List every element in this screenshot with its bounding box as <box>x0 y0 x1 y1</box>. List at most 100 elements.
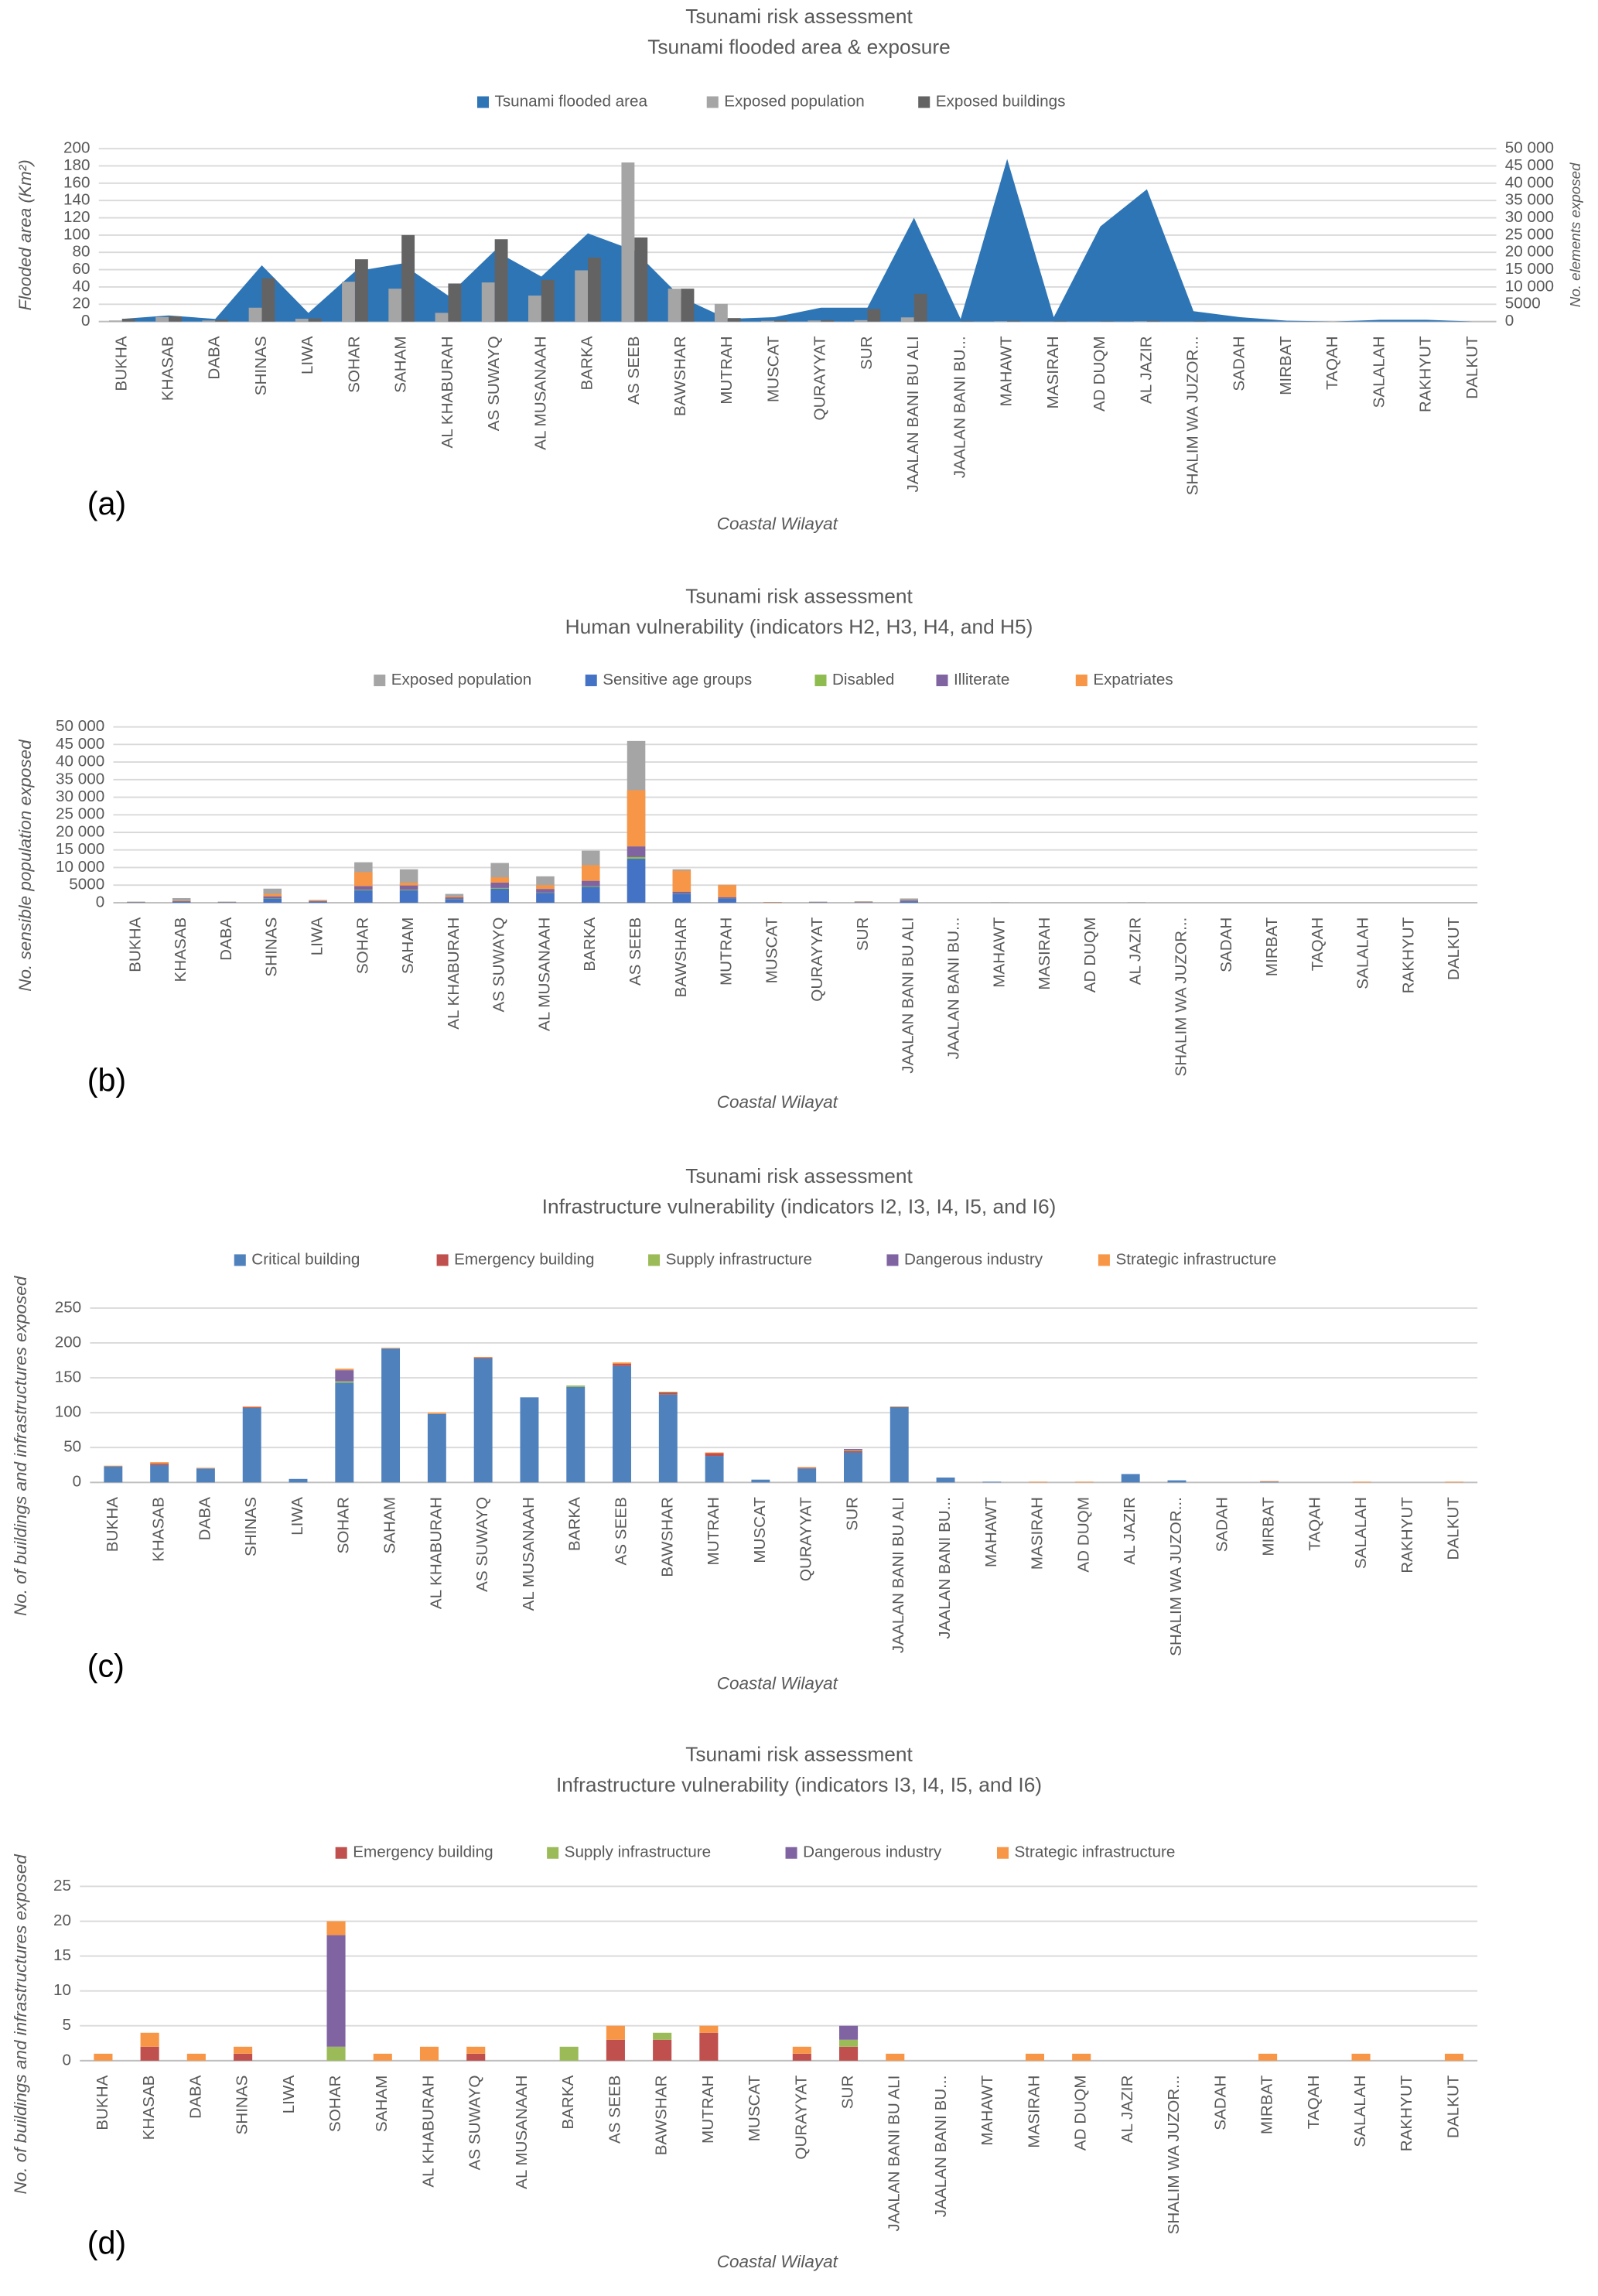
bar-segment <box>606 2026 625 2040</box>
bar <box>249 308 262 322</box>
x-tick-label: MUTRAH <box>718 336 736 404</box>
bar-segment <box>797 1468 816 1482</box>
tick-label: 25 <box>53 1877 71 1895</box>
tick-label: 20 <box>53 1912 71 1929</box>
x-tick-label: LIWA <box>308 917 326 955</box>
tick-label: 50 000 <box>56 717 104 735</box>
bar <box>448 283 461 321</box>
bar-segment <box>582 865 600 880</box>
bar <box>401 235 415 322</box>
bar <box>621 162 634 322</box>
y-axis-title: No. of buildings and infrastructures exp… <box>11 1854 30 2195</box>
x-tick-label: TAQAH <box>1309 917 1327 972</box>
bar-segment <box>1445 2054 1463 2061</box>
bar-segment <box>839 2047 858 2061</box>
x-tick-label: QURAYYAT <box>808 917 826 1001</box>
bar-segment <box>400 886 418 890</box>
bar <box>169 316 182 322</box>
bar <box>355 259 368 321</box>
x-tick-label: AD DUQM <box>1072 2076 1090 2151</box>
x-tick-label: QURAYYAT <box>797 1497 815 1581</box>
bar-segment <box>104 1466 122 1467</box>
x-tick-label: SHALIM WA JUZOR... <box>1167 1497 1185 1656</box>
tick-label: 20 000 <box>1505 243 1554 261</box>
x-tick-label: TAQAH <box>1306 1497 1323 1551</box>
x-tick-label: AL KHABURAH <box>445 917 463 1030</box>
bar <box>761 321 774 322</box>
x-tick-label: LIWA <box>289 1497 306 1536</box>
x-tick-label: AS SEEB <box>627 917 644 986</box>
x-tick-label: KHASAB <box>140 2076 158 2141</box>
legend-swatch <box>936 675 948 686</box>
bar-segment <box>627 846 646 857</box>
panel-label: (a) <box>87 486 127 521</box>
tick-label: 15 <box>53 1946 71 1964</box>
x-tick-label: SUR <box>854 917 872 952</box>
x-tick-label: SUR <box>838 2076 856 2110</box>
bar-segment <box>474 1358 493 1482</box>
legend-label: Strategic infrastructure <box>1015 1843 1176 1861</box>
bar <box>295 319 309 322</box>
bar <box>867 309 880 322</box>
bar-segment <box>1029 1481 1047 1482</box>
tick-label: 15 000 <box>56 840 104 858</box>
x-tick-label: SADAH <box>1217 917 1235 972</box>
x-tick-label: SALALAH <box>1370 336 1388 408</box>
bar-segment <box>1258 2054 1277 2061</box>
x-tick-label: SALALAH <box>1352 1497 1370 1569</box>
x-axis-title: Coastal Wilayat <box>717 514 839 534</box>
bar <box>109 320 122 321</box>
bar <box>202 320 215 321</box>
bar-segment <box>560 2047 579 2061</box>
bar-segment <box>354 890 373 903</box>
legend-swatch <box>477 97 489 108</box>
x-tick-label: JAALAN BANI BU... <box>932 2076 950 2218</box>
bar-segment <box>536 889 555 893</box>
bar-segment <box>582 881 600 887</box>
bar-segment <box>428 1413 446 1414</box>
bar-segment <box>490 889 509 903</box>
x-tick-label: AS SUWAYQ <box>473 1497 491 1592</box>
panel-label: (b) <box>87 1063 127 1098</box>
x-tick-label: KHASAB <box>172 917 190 982</box>
chart-subtitle: Tsunami flooded area & exposure <box>647 35 951 58</box>
tick-label: 80 <box>72 243 90 261</box>
bar-segment <box>613 1362 631 1364</box>
tick-label: 45 000 <box>1505 156 1554 174</box>
bar-segment <box>196 1467 215 1468</box>
x-tick-label: SUR <box>843 1497 861 1531</box>
x-tick-label: MAHAWT <box>998 336 1016 406</box>
bar-segment <box>474 1357 493 1358</box>
bar-segment <box>309 900 327 901</box>
panel-label: (d) <box>87 2225 127 2260</box>
tick-label: 25 000 <box>1505 225 1554 243</box>
chart-title: Tsunami risk assessment <box>685 5 913 28</box>
tick-label: 100 <box>63 225 90 243</box>
x-tick-label: SADAH <box>1211 2076 1229 2130</box>
tick-label: 120 <box>63 208 90 226</box>
x-tick-label: BUKHA <box>94 2075 111 2130</box>
bar-segment <box>982 1481 1001 1482</box>
x-tick-label: AL KHABURAH <box>439 336 456 448</box>
tick-label: 200 <box>55 1333 81 1351</box>
bar-segment <box>751 1480 770 1483</box>
x-tick-label: SHALIM WA JUZOR... <box>1165 2076 1183 2235</box>
legend-label: Supply infrastructure <box>666 1250 812 1268</box>
bar <box>681 289 695 321</box>
bar-segment <box>839 2026 858 2040</box>
tick-label: 30 000 <box>56 788 104 805</box>
x-tick-label: MUSCAT <box>751 1497 769 1563</box>
bar-segment <box>659 1392 678 1395</box>
x-tick-label: AL JAZIR <box>1137 336 1155 404</box>
x-tick-label: SOHAR <box>326 2076 344 2132</box>
legend-label: Exposed population <box>724 92 864 110</box>
bar-segment <box>844 1450 862 1451</box>
bar-segment <box>94 2054 112 2061</box>
x-tick-label: RAKHYUT <box>1398 2075 1415 2151</box>
legend-label: Illiterate <box>954 671 1009 688</box>
x-tick-label: JAALAN BANI BU ALI <box>886 2076 903 2232</box>
legend-label: Dangerous industry <box>904 1250 1043 1268</box>
x-tick-label: AD DUQM <box>1091 336 1108 412</box>
x-tick-label: AS SEEB <box>612 1497 630 1565</box>
bar <box>634 237 647 322</box>
